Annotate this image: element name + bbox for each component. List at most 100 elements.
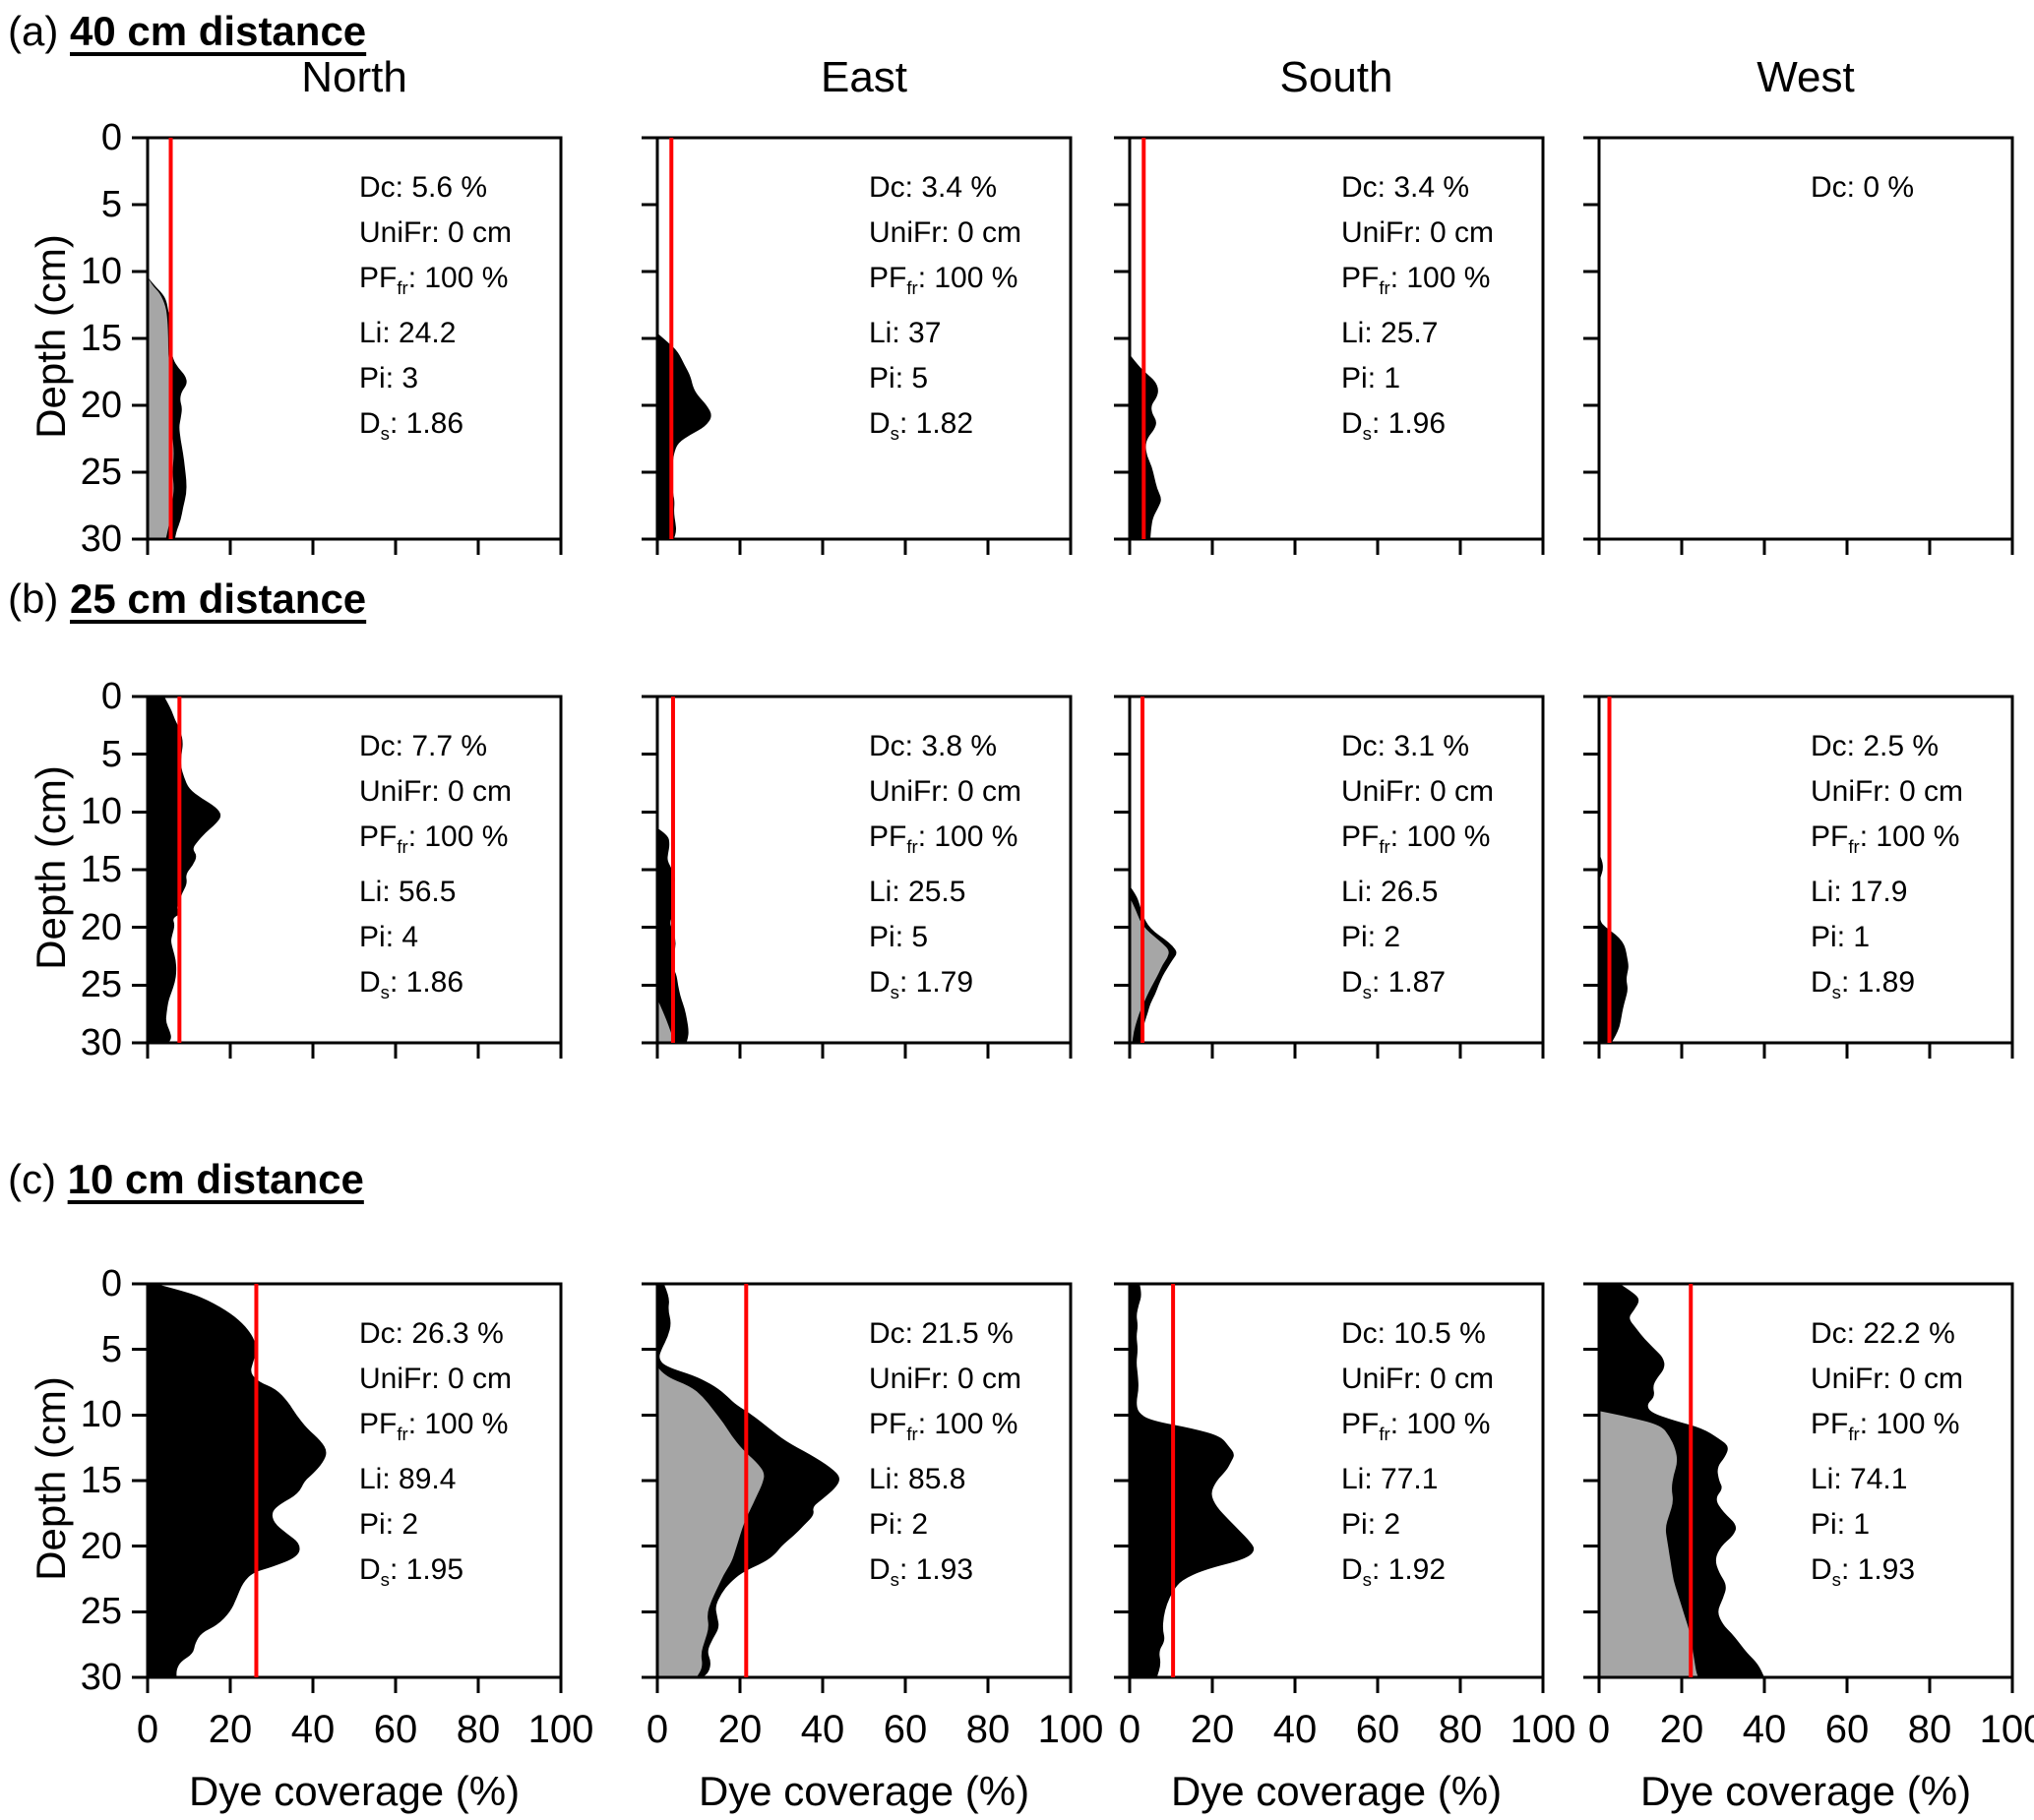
section-label: (b) <box>8 576 70 622</box>
profile-gray-c-east <box>657 1366 765 1677</box>
stat-line-d: Ds: 1.89 <box>1811 966 1916 1002</box>
y-tick-label-a-20: 20 <box>80 385 122 426</box>
stat-line-pi: Pi: 3 <box>359 362 419 394</box>
stat-line-d: Ds: 1.96 <box>1341 407 1447 444</box>
stat-line-unifr: UniFr: 0 cm <box>1811 1363 1964 1395</box>
x-tick-label-c-east-0: 0 <box>646 1708 669 1751</box>
column-header-east: East <box>820 53 908 101</box>
stat-line-pf: PFfr: 100 % <box>1341 1408 1491 1444</box>
x-tick-label-c-south-20: 20 <box>1190 1708 1235 1751</box>
stat-line-li: Li: 24.2 <box>359 317 457 349</box>
stat-line-unifr: UniFr: 0 cm <box>1811 775 1964 808</box>
profile-plot-a-south <box>1114 136 1545 555</box>
stats-block-b-south: Dc: 3.1 % UniFr: 0 cm PFfr: 100 % Li: 26.5 P… <box>1341 724 1494 1015</box>
stat-line-dc: Dc: 10.5 % <box>1341 1317 1486 1350</box>
x-axis-title-c-south: Dye coverage (%) <box>1170 1768 1503 1814</box>
stat-line-d: Ds: 1.92 <box>1341 1553 1447 1590</box>
stat-line-d: Ds: 1.79 <box>869 966 974 1002</box>
profile-plot-b-east <box>642 695 1073 1059</box>
y-tick-label-a-30: 30 <box>80 518 122 560</box>
stat-line-unifr: UniFr: 0 cm <box>359 1363 513 1395</box>
stats-block-a-west: Dc: 0 % <box>1811 165 1914 211</box>
stat-line-dc: Dc: 7.7 % <box>359 730 488 762</box>
x-tick-label-c-west-20: 20 <box>1659 1708 1704 1751</box>
profile-plot-a-north <box>132 136 563 555</box>
section-title-c: (c) 10 cm distance <box>8 1156 364 1203</box>
stat-line-dc: Dc: 21.5 % <box>869 1317 1014 1350</box>
profile-black-b-north <box>148 697 221 1043</box>
x-tick-label-c-west-0: 0 <box>1587 1708 1611 1751</box>
x-axis-title-c-west: Dye coverage (%) <box>1639 1768 1972 1814</box>
y-tick-label-c-25: 25 <box>80 1591 122 1633</box>
y-tick-label-c-0: 0 <box>100 1263 122 1304</box>
stat-line-pi: Pi: 2 <box>1341 921 1401 953</box>
profile-black-b-west <box>1599 853 1629 1043</box>
y-tick-label-c-5: 5 <box>100 1328 122 1370</box>
stat-line-pi: Pi: 1 <box>1811 921 1871 953</box>
stat-line-pf: PFfr: 100 % <box>359 820 509 857</box>
stat-line-li: Li: 17.9 <box>1811 876 1908 908</box>
x-tick-label-c-north-20: 20 <box>208 1708 253 1751</box>
profile-plot-b-north <box>132 695 563 1059</box>
y-tick-label-a-25: 25 <box>80 452 122 493</box>
x-tick-label-c-south-100: 100 <box>1510 1708 1576 1751</box>
x-tick-label-c-south-80: 80 <box>1438 1708 1483 1751</box>
stat-line-dc: Dc: 0 % <box>1811 171 1915 204</box>
stat-line-li: Li: 56.5 <box>359 876 457 908</box>
x-tick-label-c-west-100: 100 <box>1979 1708 2034 1751</box>
stat-line-li: Li: 26.5 <box>1341 876 1439 908</box>
stat-line-pi: Pi: 1 <box>1341 362 1401 394</box>
stat-line-d: Ds: 1.93 <box>869 1553 974 1590</box>
y-tick-label-b-20: 20 <box>80 906 122 948</box>
stat-line-dc: Dc: 5.6 % <box>359 171 488 204</box>
x-tick-label-c-south-0: 0 <box>1118 1708 1141 1751</box>
section-name: 10 cm distance <box>67 1156 364 1202</box>
stat-line-d: Ds: 1.95 <box>359 1553 464 1590</box>
x-tick-label-c-east-100: 100 <box>1037 1708 1104 1751</box>
stat-line-dc: Dc: 2.5 % <box>1811 730 1940 762</box>
x-tick-label-c-south-40: 40 <box>1272 1708 1318 1751</box>
stat-line-li: Li: 37 <box>869 317 942 349</box>
y-tick-label-c-10: 10 <box>80 1394 122 1436</box>
column-header-south: South <box>1279 53 1393 101</box>
profile-plot-b-south <box>1114 695 1545 1059</box>
stat-line-li: Li: 25.5 <box>869 876 966 908</box>
y-tick-label-b-10: 10 <box>80 791 122 833</box>
stat-line-pf: PFfr: 100 % <box>1811 1408 1960 1444</box>
x-tick-label-c-west-40: 40 <box>1742 1708 1787 1751</box>
stats-block-b-north: Dc: 7.7 % UniFr: 0 cm PFfr: 100 % Li: 56.5 P… <box>359 724 512 1015</box>
stats-block-c-west: Dc: 22.2 % UniFr: 0 cm PFfr: 100 % Li: 74.1… <box>1811 1311 1963 1603</box>
stat-line-pf: PFfr: 100 % <box>1341 262 1491 298</box>
y-tick-label-b-30: 30 <box>80 1022 122 1063</box>
profile-plot-c-east <box>642 1282 1073 1693</box>
profile-plot-a-east <box>642 136 1073 555</box>
y-tick-label-a-0: 0 <box>100 117 122 158</box>
stat-line-unifr: UniFr: 0 cm <box>869 775 1022 808</box>
stat-line-unifr: UniFr: 0 cm <box>869 1363 1022 1395</box>
profile-gray-b-south <box>1130 897 1169 1043</box>
stat-line-pi: Pi: 5 <box>869 362 929 394</box>
stat-line-li: Li: 74.1 <box>1811 1463 1908 1495</box>
stat-line-pi: Pi: 2 <box>359 1508 419 1541</box>
profile-plot-b-west <box>1583 695 2014 1059</box>
stats-block-c-east: Dc: 21.5 % UniFr: 0 cm PFfr: 100 % Li: 85.8… <box>869 1311 1021 1603</box>
y-tick-label-b-5: 5 <box>100 733 122 775</box>
stat-line-pf: PFfr: 100 % <box>869 820 1018 857</box>
x-tick-label-c-west-60: 60 <box>1824 1708 1870 1751</box>
stats-block-c-south: Dc: 10.5 % UniFr: 0 cm PFfr: 100 % Li: 77.1… <box>1341 1311 1494 1603</box>
stat-line-dc: Dc: 3.8 % <box>869 730 998 762</box>
stat-line-d: Ds: 1.82 <box>869 407 974 444</box>
y-tick-label-b-0: 0 <box>100 676 122 717</box>
profile-gray-b-east <box>657 999 675 1043</box>
stat-line-pf: PFfr: 100 % <box>869 262 1018 298</box>
y-tick-label-b-25: 25 <box>80 964 122 1006</box>
x-tick-label-c-north-100: 100 <box>527 1708 594 1751</box>
x-tick-label-c-east-80: 80 <box>965 1708 1011 1751</box>
x-tick-label-c-east-20: 20 <box>717 1708 763 1751</box>
profile-gray-c-west <box>1599 1411 1698 1677</box>
stat-line-unifr: UniFr: 0 cm <box>1341 775 1495 808</box>
column-header-north: North <box>301 53 407 101</box>
stat-line-d: Ds: 1.93 <box>1811 1553 1916 1590</box>
stat-line-dc: Dc: 26.3 % <box>359 1317 504 1350</box>
y-tick-label-b-15: 15 <box>80 849 122 890</box>
